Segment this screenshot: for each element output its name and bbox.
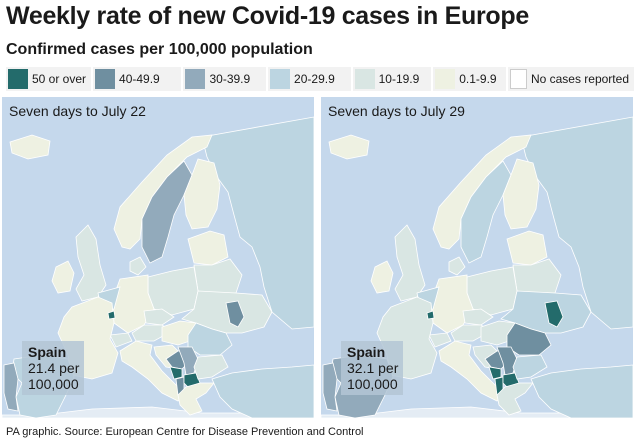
legend-item-0-9: 0.1-9.9	[433, 67, 506, 91]
legend-item-40-49: 40-49.9	[93, 67, 182, 91]
chart-subtitle: Confirmed cases per 100,000 population	[6, 41, 313, 58]
legend-swatch	[270, 69, 291, 89]
country-czechia	[143, 308, 175, 326]
legend-item-20-29: 20-29.9	[268, 67, 351, 91]
country-turkey	[530, 364, 633, 418]
source-note: PA graphic. Source: European Centre for …	[6, 426, 364, 438]
country-portugal	[322, 362, 338, 412]
legend-swatch	[185, 69, 206, 89]
country-greece	[496, 382, 534, 416]
country-finland	[183, 158, 221, 230]
europe-map-july-29	[321, 116, 633, 418]
map-panel-july-29: Seven days to July 29 Spain 32.1 per 100…	[321, 97, 633, 418]
country-denmark	[129, 256, 147, 276]
legend: 50 or over 40-49.9 30-39.9 20-29.9 10-19…	[6, 67, 634, 91]
country-moldova	[544, 300, 564, 328]
legend-label: 50 or over	[32, 72, 87, 86]
legend-swatch	[8, 69, 28, 89]
country-iceland	[328, 134, 370, 160]
spain-callout-box	[341, 341, 403, 395]
country-denmark	[448, 256, 466, 276]
map-period-label: Seven days to July 22	[9, 103, 146, 119]
callout-country: Spain	[347, 344, 386, 360]
country-germany	[111, 274, 155, 334]
legend-label: 30-39.9	[209, 72, 251, 86]
europe-map-july-22	[2, 116, 314, 418]
country-norway	[432, 134, 532, 250]
callout-unit: 100,000	[347, 376, 398, 392]
spain-callout: Spain 32.1 per 100,000	[347, 344, 398, 392]
country-uk	[75, 224, 107, 302]
country-turkey	[211, 364, 314, 418]
callout-unit: 100,000	[28, 376, 79, 392]
country-baltics	[187, 230, 229, 266]
legend-item-50-plus: 50 or over	[6, 67, 92, 91]
country-switzerland	[428, 332, 452, 348]
country-luxembourg	[107, 310, 116, 320]
country-poland	[147, 266, 199, 316]
country-moldova	[225, 300, 245, 328]
country-norway	[113, 134, 213, 250]
legend-swatch	[95, 69, 116, 89]
country-uk	[394, 224, 426, 302]
country-germany	[430, 274, 474, 334]
spain-callout-box	[22, 341, 84, 395]
country-ireland	[51, 260, 75, 294]
country-portugal	[3, 362, 19, 412]
callout-country: Spain	[28, 344, 67, 360]
country-switzerland	[109, 332, 133, 348]
legend-label: 40-49.9	[119, 72, 160, 86]
callout-rate: 21.4 per	[28, 360, 80, 376]
legend-item-no-cases: No cases reported	[508, 67, 634, 91]
legend-swatch	[435, 69, 456, 89]
country-ukraine	[500, 290, 592, 334]
map-panel-july-22: Seven days to July 22 Spain 21.4 per 100…	[2, 97, 314, 418]
country-ukraine	[181, 290, 273, 334]
country-finland	[502, 158, 540, 230]
country-baltics	[506, 230, 548, 266]
legend-swatch	[354, 69, 375, 89]
country-montenegro	[488, 366, 502, 380]
legend-label: 20-29.9	[294, 72, 335, 86]
legend-swatch	[510, 69, 527, 89]
chart-title: Weekly rate of new Covid-19 cases in Eur…	[6, 2, 529, 30]
spain-callout: Spain 21.4 per 100,000	[28, 344, 79, 392]
country-luxembourg	[426, 310, 435, 320]
country-ireland	[370, 260, 394, 294]
country-poland	[466, 266, 518, 316]
legend-item-10-19: 10-19.9	[352, 67, 432, 91]
legend-item-30-39: 30-39.9	[183, 67, 267, 91]
country-bulgaria	[193, 354, 229, 380]
country-iceland	[9, 134, 51, 160]
country-montenegro	[169, 366, 183, 380]
map-period-label: Seven days to July 29	[328, 103, 465, 119]
legend-label: 0.1-9.9	[459, 72, 497, 86]
country-bulgaria	[512, 354, 548, 380]
country-czechia	[462, 308, 494, 326]
legend-label: 10-19.9	[378, 72, 420, 86]
legend-label: No cases reported	[530, 72, 629, 86]
country-greece	[177, 382, 215, 416]
callout-rate: 32.1 per	[347, 360, 399, 376]
